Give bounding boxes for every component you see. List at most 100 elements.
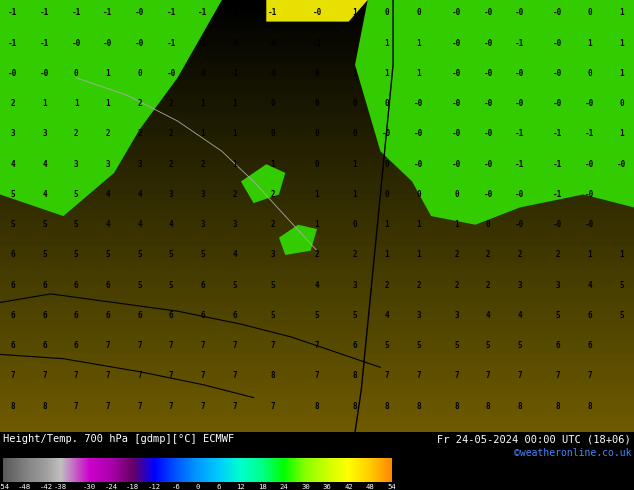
Text: -0: -0 — [585, 99, 594, 108]
Polygon shape — [0, 0, 51, 52]
Text: 2: 2 — [270, 220, 275, 229]
Text: -0: -0 — [230, 39, 239, 48]
Text: -12: -12 — [148, 484, 161, 490]
Text: 54: 54 — [387, 484, 396, 490]
Text: 5: 5 — [270, 281, 275, 290]
Text: -18: -18 — [126, 484, 139, 490]
Text: 1: 1 — [587, 39, 592, 48]
Text: 1: 1 — [416, 39, 421, 48]
Text: 18: 18 — [258, 484, 267, 490]
Text: -0: -0 — [167, 69, 176, 78]
Text: -0: -0 — [313, 8, 321, 18]
Text: 6: 6 — [232, 311, 237, 320]
Text: 1: 1 — [416, 250, 421, 260]
Text: -42: -42 — [40, 484, 53, 490]
Text: 5: 5 — [10, 220, 15, 229]
Text: 7: 7 — [200, 341, 205, 350]
Text: -38: -38 — [54, 484, 67, 490]
Text: -0: -0 — [452, 160, 461, 169]
Text: -1: -1 — [8, 39, 17, 48]
Text: 0: 0 — [416, 8, 421, 18]
Text: -1: -1 — [313, 39, 321, 48]
Text: -0: -0 — [452, 39, 461, 48]
Text: 6: 6 — [200, 281, 205, 290]
Text: 5: 5 — [486, 341, 491, 350]
Text: 1: 1 — [200, 99, 205, 108]
Text: 6: 6 — [10, 311, 15, 320]
Text: -1: -1 — [268, 8, 277, 18]
Text: 2: 2 — [74, 129, 79, 139]
Text: -0: -0 — [382, 129, 391, 139]
Text: 1: 1 — [105, 99, 110, 108]
Text: ©weatheronline.co.uk: ©weatheronline.co.uk — [514, 448, 631, 458]
Text: 0: 0 — [384, 99, 389, 108]
Text: 7: 7 — [74, 402, 79, 411]
Text: 5: 5 — [200, 250, 205, 260]
Text: 0: 0 — [314, 160, 320, 169]
Text: 7: 7 — [270, 402, 275, 411]
Text: 2: 2 — [517, 250, 522, 260]
Text: 5: 5 — [416, 341, 421, 350]
Text: 5: 5 — [270, 311, 275, 320]
Text: 7: 7 — [200, 402, 205, 411]
Text: 0: 0 — [195, 484, 200, 490]
Text: 7: 7 — [169, 371, 174, 381]
Text: 1: 1 — [74, 99, 79, 108]
Text: 4: 4 — [486, 311, 491, 320]
Text: 30: 30 — [301, 484, 310, 490]
Text: 2: 2 — [416, 281, 421, 290]
Text: 7: 7 — [200, 371, 205, 381]
Text: 0: 0 — [384, 190, 389, 199]
Text: 1: 1 — [416, 69, 421, 78]
Text: 1: 1 — [353, 190, 358, 199]
Text: 8: 8 — [517, 402, 522, 411]
Text: 8: 8 — [270, 371, 275, 381]
Text: 1: 1 — [619, 250, 624, 260]
Text: 7: 7 — [587, 371, 592, 381]
Text: 1: 1 — [384, 39, 389, 48]
Text: 1: 1 — [619, 8, 624, 18]
Text: 5: 5 — [74, 250, 79, 260]
Text: 6: 6 — [217, 484, 221, 490]
Text: 42: 42 — [344, 484, 353, 490]
Text: 6: 6 — [74, 281, 79, 290]
Text: -24: -24 — [105, 484, 118, 490]
Text: 3: 3 — [353, 281, 358, 290]
Text: 3: 3 — [200, 190, 205, 199]
Text: 5: 5 — [232, 281, 237, 290]
Text: 6: 6 — [74, 311, 79, 320]
Text: 3: 3 — [517, 281, 522, 290]
Text: 3: 3 — [42, 129, 47, 139]
Text: -0: -0 — [585, 190, 594, 199]
Text: 8: 8 — [42, 402, 47, 411]
Text: -0: -0 — [553, 8, 562, 18]
Text: 1: 1 — [619, 69, 624, 78]
Text: 0: 0 — [314, 99, 320, 108]
Text: 1: 1 — [384, 250, 389, 260]
Text: 5: 5 — [42, 220, 47, 229]
Text: -0: -0 — [553, 220, 562, 229]
Text: -1: -1 — [585, 129, 594, 139]
Text: 2: 2 — [555, 250, 560, 260]
Text: -1: -1 — [198, 8, 207, 18]
Text: 6: 6 — [10, 341, 15, 350]
Text: -1: -1 — [40, 39, 49, 48]
Polygon shape — [0, 0, 222, 216]
Text: -0: -0 — [484, 39, 493, 48]
Text: -0: -0 — [515, 8, 524, 18]
Text: 8: 8 — [486, 402, 491, 411]
Text: -1: -1 — [167, 39, 176, 48]
Text: -0: -0 — [268, 69, 277, 78]
Text: -1: -1 — [230, 8, 239, 18]
Text: -1: -1 — [230, 69, 239, 78]
Text: 8: 8 — [587, 402, 592, 411]
Text: -0: -0 — [515, 99, 524, 108]
Text: -0: -0 — [484, 160, 493, 169]
Text: 7: 7 — [105, 402, 110, 411]
Text: 5: 5 — [74, 190, 79, 199]
Text: 7: 7 — [137, 341, 142, 350]
Text: -0: -0 — [8, 69, 17, 78]
Text: -0: -0 — [484, 129, 493, 139]
Text: 4: 4 — [105, 190, 110, 199]
Text: 4: 4 — [169, 220, 174, 229]
